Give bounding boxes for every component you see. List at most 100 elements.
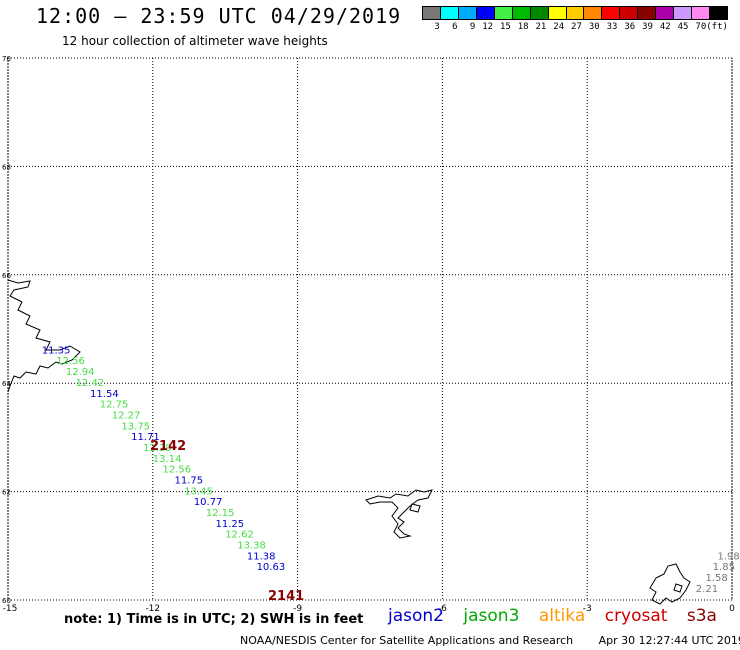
legend-label: 39	[642, 22, 653, 32]
swh-value: 11.25	[216, 519, 245, 530]
swh-value: 1.98	[718, 551, 740, 562]
swh-value: 12.56	[162, 465, 191, 476]
page-subtitle: 12 hour collection of altimeter wave hei…	[62, 34, 328, 48]
swh-observations: 11.3512.5612.9412.4211.5412.7512.2713.75…	[42, 345, 740, 594]
sat-jason3: jason3	[463, 606, 520, 626]
legend-label: 24	[553, 22, 565, 32]
legend-swatch	[512, 6, 531, 20]
color-legend: 3 6 9 12 15 18 21 24 27 30 33 36 39 42 45 70 (ft)	[422, 6, 728, 32]
legend-swatch	[710, 6, 728, 20]
footer-org: NOAA/NESDIS Center for Satellite Applica…	[240, 634, 574, 647]
satellite-legend: jason2 jason3 altika cryosat s3a	[388, 606, 731, 626]
legend-swatch	[476, 6, 495, 20]
swh-value: 11.54	[90, 389, 119, 400]
legend-label: 9	[469, 22, 476, 32]
legend-swatch	[602, 6, 621, 20]
legend-label: 12	[482, 22, 494, 32]
legend-label: 27	[571, 22, 582, 32]
lat-tick-label: 64	[2, 380, 11, 388]
pass-label-2141: 2141	[268, 589, 304, 604]
legend-swatch	[620, 6, 639, 20]
legend-label: 36	[624, 22, 636, 32]
legend-label: 6	[452, 22, 458, 32]
swh-value: 10.63	[257, 562, 286, 573]
swh-value: 1.85	[713, 562, 735, 573]
axis-labels: -15 -12 -9 -6 -3 0 70 68 66 64 62 60	[2, 55, 735, 614]
shetland-islet	[673, 583, 683, 593]
swh-value: 12.27	[112, 410, 141, 421]
legend-swatch	[656, 6, 675, 20]
legend-label: 70	[695, 22, 707, 32]
coastlines	[7, 279, 691, 605]
legend-label: 45	[677, 22, 689, 32]
legend-labels: 3 6 9 12 15 18 21 24 27 30 33 36 39 42 45 70 (ft)	[422, 22, 728, 32]
legend-label: (ft)	[706, 22, 728, 32]
lat-tick-label: 62	[2, 489, 11, 497]
legend-swatches	[422, 6, 728, 20]
swh-value: 10.77	[194, 497, 223, 508]
swh-value: 11.71	[131, 432, 160, 443]
sat-altika: altika	[538, 606, 586, 626]
legend-swatch	[422, 6, 441, 20]
legend-label: 30	[588, 22, 600, 32]
sat-cryosat: cryosat	[604, 606, 668, 626]
pass-labels: 2142 2141	[150, 439, 304, 604]
footer-timestamp: Apr 30 12:27:44 UTC 2019	[598, 634, 740, 647]
legend-label: 3	[434, 22, 440, 32]
legend-swatch	[566, 6, 585, 20]
swh-value: 13.75	[121, 421, 150, 432]
units-note: note: 1) Time is in UTC; 2) SWH is in fe…	[64, 612, 364, 627]
lat-tick-label: 68	[2, 163, 11, 171]
map-grid	[7, 57, 733, 601]
swh-value: 11.75	[175, 475, 204, 486]
legend-label: 15	[499, 22, 511, 32]
swh-value: 2.21	[696, 584, 718, 595]
lat-tick-label: 60	[2, 597, 11, 605]
sat-jason2: jason2	[388, 606, 444, 626]
faroe-islands	[365, 489, 433, 539]
lon-tick-label: -6	[438, 604, 447, 614]
shetland-islands	[649, 563, 691, 605]
lat-tick-label: 70	[2, 55, 11, 63]
lon-tick-label: -12	[145, 604, 160, 614]
faroe-islet	[409, 503, 421, 513]
legend-swatch	[548, 6, 567, 20]
lon-tick-label: -15	[3, 604, 18, 614]
lon-tick-label: -9	[293, 604, 302, 614]
legend-label: 18	[517, 22, 529, 32]
lon-tick-label: 0	[729, 604, 735, 614]
pass-label-2142: 2142	[150, 439, 186, 454]
sat-s3a: s3a	[686, 606, 717, 626]
swh-value: 11.38	[247, 551, 276, 562]
legend-swatch	[458, 6, 477, 20]
legend-label: 33	[606, 22, 618, 32]
legend-swatch	[692, 6, 710, 20]
swh-value: 11.35	[42, 345, 71, 356]
legend-swatch	[674, 6, 693, 20]
swh-value: 13.38	[237, 541, 266, 552]
legend-swatch	[584, 6, 603, 20]
legend-swatch	[638, 6, 657, 20]
swh-value: 12.62	[225, 530, 254, 541]
legend-swatch	[440, 6, 459, 20]
swh-value: 12.94	[66, 367, 95, 378]
lat-tick-label: 66	[2, 272, 11, 280]
legend-label: 21	[535, 22, 547, 32]
swh-value: 12.56	[56, 356, 85, 367]
page-title: 12:00 – 23:59 UTC 04/29/2019	[36, 4, 402, 28]
iceland-coast	[7, 279, 81, 393]
swh-value: 13.14	[153, 454, 182, 465]
lon-tick-label: -3	[583, 604, 592, 614]
footer: NOAA/NESDIS Center for Satellite Applica…	[240, 634, 740, 647]
swh-value: 12.15	[206, 508, 235, 519]
swh-value: 13.45	[184, 486, 213, 497]
swh-value: 12.29	[143, 443, 172, 454]
map-frame	[7, 57, 733, 601]
swh-value: 12.42	[76, 378, 105, 389]
legend-label: 42	[659, 22, 671, 32]
swh-value: 1.58	[705, 573, 727, 584]
legend-swatch	[494, 6, 513, 20]
swh-value: 12.75	[100, 400, 129, 411]
legend-swatch	[530, 6, 549, 20]
